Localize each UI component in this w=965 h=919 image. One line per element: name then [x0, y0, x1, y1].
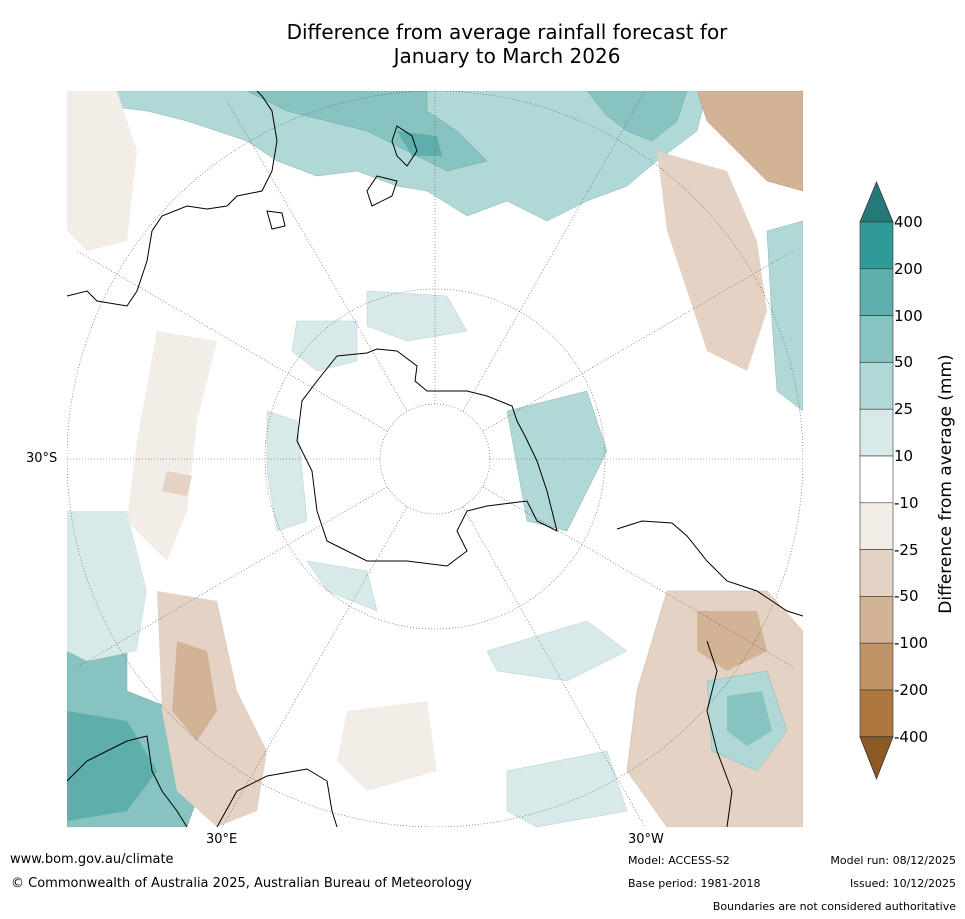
wet-anomaly-antarctic-5 — [306, 560, 378, 612]
australia-coastline — [67, 91, 278, 307]
colorbar-title: Difference from average (mm) — [936, 354, 956, 614]
colorbar-tick-label: 100 — [894, 306, 923, 325]
colorbar-segment — [859, 549, 894, 597]
title-line-1: Difference from average rainfall forecas… — [286, 20, 728, 44]
footer-copyright: © Commonwealth of Australia 2025, Austra… — [11, 876, 472, 891]
longitude-label-30w: 30°W — [628, 832, 664, 847]
colorbar-tick-label: 200 — [894, 259, 923, 278]
footer-url[interactable]: www.bom.gov.au/climate — [10, 852, 174, 867]
dry-anomaly-south-america-core — [697, 611, 767, 671]
colorbar-segment — [859, 408, 894, 457]
graticule — [67, 91, 803, 827]
colorbar-tick-label: -200 — [894, 681, 929, 699]
colorbar-segment — [859, 689, 894, 738]
footer-disclaimer: Boundaries are not considered authoritat… — [712, 900, 956, 913]
colorbar-segment — [859, 455, 894, 504]
dry-anomaly-right — [657, 151, 767, 371]
colorbar-tick-label: -25 — [894, 540, 919, 559]
wet-anomaly-pacific-core2 — [586, 91, 688, 142]
footer-model-run: Model run: 08/12/2025 — [830, 854, 956, 867]
coastlines — [67, 91, 803, 827]
footer-model: Model: ACCESS-S2 — [628, 854, 730, 867]
wet-anomaly-atlantic-2 — [506, 750, 628, 827]
wet-anomaly-antarctic-4 — [506, 390, 608, 532]
dry-anomaly-left-3 — [127, 331, 217, 561]
wet-anomaly-bottom-left-core — [67, 711, 157, 821]
south-america-east-coastline — [706, 640, 733, 827]
map-svg — [67, 91, 803, 827]
dry-anomaly-top-right — [696, 91, 803, 192]
africa-coastline — [67, 735, 188, 827]
new-zealand-south-coastline — [366, 175, 398, 207]
meridian-150w — [462, 91, 646, 412]
africa-south-coastline — [216, 768, 338, 827]
footer-issued: Issued: 10/12/2025 — [849, 877, 956, 890]
meridian-30w — [462, 506, 646, 827]
colorbar-tick-label: 10 — [894, 447, 914, 465]
new-zealand-north-coastline — [391, 125, 418, 167]
dry-anomaly-left-2 — [67, 91, 137, 251]
colorbar — [859, 180, 894, 780]
colorbar-tick-label: -100 — [894, 634, 929, 653]
colorbar-extend-above — [859, 180, 894, 223]
colorbar-tick-label: -400 — [894, 727, 929, 746]
colorbar-segment — [859, 315, 894, 363]
colorbar-segment — [859, 502, 894, 550]
south-america-coastline — [616, 520, 803, 617]
colorbar-tick-label: 400 — [894, 213, 923, 231]
dry-anomaly-bottom-center-core — [172, 641, 217, 741]
colorbar-tick-label: -50 — [894, 587, 919, 606]
longitude-label-30e: 30°E — [206, 832, 238, 847]
wet-anomaly-atlantic — [486, 620, 628, 682]
wet-anomaly-antarctic-1 — [291, 320, 358, 372]
colorbar-segment — [859, 268, 894, 316]
colorbar-extend-below — [859, 736, 894, 780]
title-line-2: January to March 2026 — [393, 44, 621, 68]
chart-title: Difference from average rainfall forecas… — [67, 20, 947, 68]
antarctica-coastline — [296, 348, 558, 567]
colorbar-segment — [859, 221, 894, 270]
colorbar-segment — [859, 596, 894, 644]
wet-anomaly-right-edge — [766, 220, 803, 412]
wet-anomaly-south-america-core — [727, 691, 772, 746]
colorbar-tick-label: 25 — [894, 400, 914, 419]
map-panel — [67, 91, 803, 827]
wet-anomaly-bottom-left-light — [67, 511, 147, 661]
tasmania-coastline — [266, 210, 286, 230]
colorbar-segment — [859, 362, 894, 410]
wet-anomaly-pacific-core3 — [397, 131, 442, 156]
dry-anomaly-southern-ocean — [337, 701, 437, 791]
colorbar-tick-label: -10 — [894, 493, 919, 512]
colorbar-segment — [859, 642, 894, 691]
dry-anomaly-left-4 — [162, 471, 192, 496]
latitude-label-30s: 30°S — [26, 451, 58, 466]
footer-base-period: Base period: 1981-2018 — [628, 877, 761, 890]
wet-anomaly-antarctic-2 — [366, 290, 468, 342]
colorbar-tick-label: 50 — [894, 353, 914, 372]
